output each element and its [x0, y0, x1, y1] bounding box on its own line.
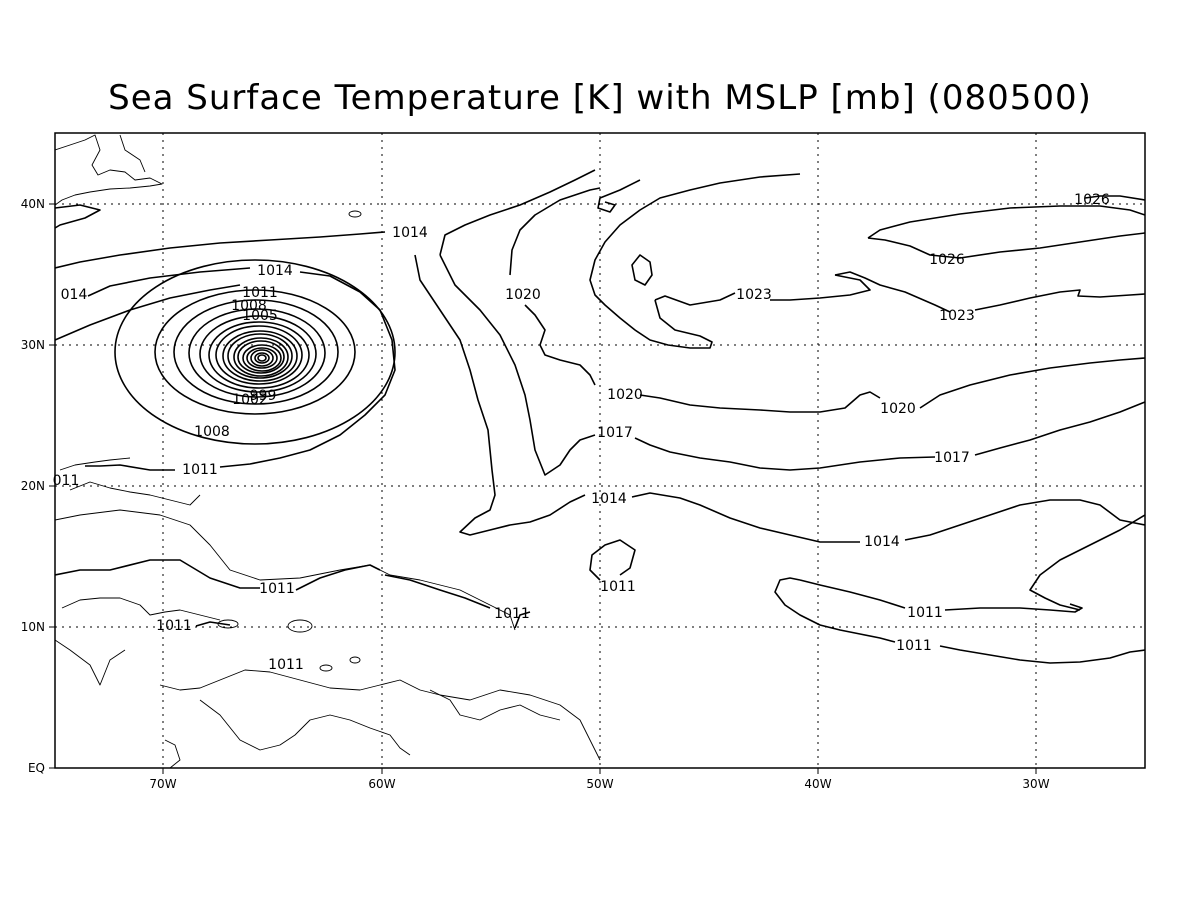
contour-label: 014 [61, 287, 88, 303]
grid [55, 133, 1145, 768]
contour-label: 1014 [257, 263, 293, 279]
coastlines [55, 134, 601, 768]
y-tick-30n: 30N [21, 338, 45, 352]
y-tick-eq: EQ [28, 761, 45, 775]
contour-label: 1017 [597, 425, 633, 441]
map-title: Sea Surface Temperature [K] with MSLP [m… [108, 78, 1092, 118]
y-tick-10n: 10N [21, 620, 45, 634]
contour-label: 011 [53, 473, 80, 489]
contour-label: 1008 [231, 298, 267, 314]
contour-label: 1011 [259, 581, 295, 597]
contour-label: 1026 [1074, 192, 1110, 208]
contour-labels: 1026 1026 1023 1023 1020 1020 1020 1017 … [53, 192, 1110, 673]
contour-label: 1011 [907, 605, 943, 621]
contour-label: 1005 [242, 308, 278, 324]
tick-marks [49, 203, 1037, 774]
contour-label: 1008 [194, 424, 230, 440]
contour-label: 1011 [268, 657, 304, 673]
contour-label: 1011 [494, 606, 530, 622]
contour-label: 1014 [864, 534, 900, 550]
contour-label: 1023 [736, 287, 772, 303]
x-tick-70w: 70W [149, 777, 176, 791]
y-tick-40n: 40N [21, 197, 45, 211]
contour-label: 1002 [232, 392, 268, 408]
contour-label: 1020 [880, 401, 916, 417]
x-tick-40w: 40W [804, 777, 831, 791]
contour-label: 1026 [929, 252, 965, 268]
contour-label: 1017 [934, 450, 970, 466]
contour-label: 1020 [607, 387, 643, 403]
contour-label: 1011 [600, 579, 636, 595]
contour-label: 1011 [156, 618, 192, 634]
isobars [55, 169, 1145, 664]
contour-label: 1023 [939, 308, 975, 324]
x-tick-50w: 50W [586, 777, 613, 791]
x-tick-60w: 60W [368, 777, 395, 791]
contour-label: 1011 [182, 462, 218, 478]
x-tick-30w: 30W [1022, 777, 1049, 791]
contour-label: 1014 [392, 225, 428, 241]
contour-label: 1020 [505, 287, 541, 303]
contour-label: 1011 [896, 638, 932, 654]
contour-label: 1011 [242, 285, 278, 301]
contour-label: 1014 [591, 491, 627, 507]
y-tick-20n: 20N [21, 479, 45, 493]
contour-label: 999 [250, 388, 277, 404]
